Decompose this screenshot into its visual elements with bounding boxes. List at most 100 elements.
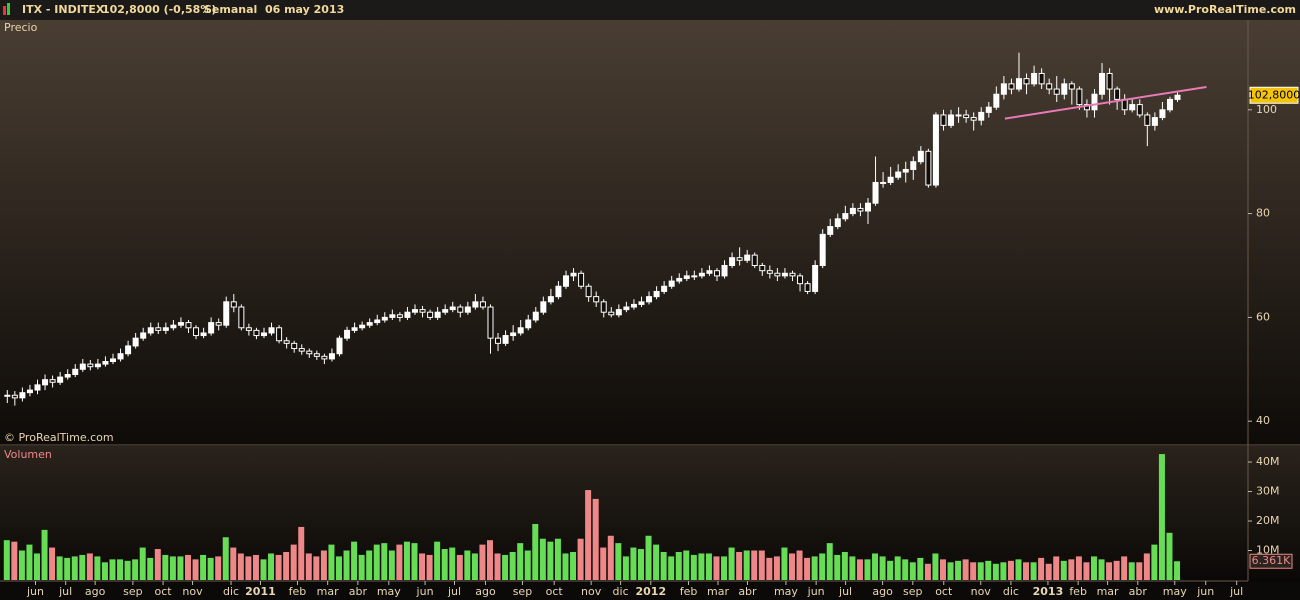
volume-bar [736, 551, 743, 580]
candle-body [185, 322, 192, 329]
candle-body [1038, 72, 1045, 85]
candle-body [495, 337, 502, 344]
candle-body [532, 311, 539, 321]
volume-bar [796, 550, 803, 580]
x-tick-label: jun [416, 585, 434, 598]
x-tick-label: 2013 [1033, 585, 1064, 598]
x-tick-label: ago [85, 585, 106, 598]
volume-bar [668, 556, 675, 580]
volume-bar [200, 554, 207, 580]
volume-bar [479, 544, 486, 580]
y-tick-label: 80 [1256, 207, 1270, 220]
x-tick-label: 2011 [245, 585, 276, 598]
candle-body [593, 296, 600, 303]
volume-bar [471, 553, 478, 580]
candle-body [864, 202, 871, 212]
volume-bar [713, 556, 720, 580]
candle-body [132, 337, 139, 347]
volume-bar [117, 559, 124, 580]
volume-bar [1038, 557, 1045, 580]
x-tick-label: nov [182, 585, 203, 598]
volume-bar [1136, 562, 1143, 580]
volume-bar [1143, 553, 1150, 580]
volume-bar [554, 538, 561, 580]
volume-bar [1121, 556, 1128, 580]
volume-bar [449, 547, 456, 580]
candle-body [721, 264, 728, 277]
volume-bar [773, 556, 780, 580]
candle-body [291, 342, 298, 350]
volume-bar [570, 551, 577, 580]
candle-body [774, 272, 781, 277]
candle-body [389, 314, 396, 318]
candle-body [1129, 104, 1136, 111]
volume-bar [743, 550, 750, 580]
x-tick-label: mar [707, 585, 729, 598]
volume-bar [622, 556, 629, 580]
volume-bar [237, 553, 244, 580]
candle-body [351, 327, 358, 331]
volume-bar [147, 557, 154, 580]
candle-body [585, 285, 592, 298]
volume-bar [970, 562, 977, 580]
volume-bar [788, 553, 795, 580]
volume-bar [79, 554, 86, 580]
candle-body [578, 272, 585, 287]
x-tick-label: feb [1069, 585, 1087, 598]
candle-body [230, 301, 237, 308]
candle-body [925, 150, 932, 186]
volume-bar [660, 551, 667, 580]
candle-body [321, 355, 328, 360]
candle-body [19, 392, 26, 399]
volume-bar [758, 550, 765, 580]
candle-body [49, 379, 56, 383]
volume-bar [1000, 562, 1007, 580]
volume-bar [358, 554, 365, 580]
candle-body [404, 311, 411, 318]
y-tick-label: 20M [1256, 514, 1280, 527]
volume-bar [826, 543, 833, 580]
volume-bar [509, 551, 516, 580]
x-tick-label: jul [838, 585, 852, 598]
volume-bar [434, 541, 441, 580]
volume-bar [192, 559, 199, 580]
volume-bar [547, 541, 554, 580]
volume-bar [1113, 560, 1120, 580]
volume-bar [41, 529, 48, 580]
volume-bar [26, 544, 33, 580]
volume-bar [804, 557, 811, 580]
candle-body [955, 114, 962, 117]
volume-bar [11, 541, 18, 580]
volume-bar [305, 553, 312, 580]
candle-body [834, 218, 841, 228]
candle-body [502, 335, 509, 344]
volume-bar [268, 553, 275, 580]
candle-body [661, 285, 668, 292]
candle-body [1046, 83, 1053, 90]
volume-bar [856, 559, 863, 580]
candle-body [366, 322, 373, 326]
candle-body [487, 306, 494, 339]
y-tick-label: 30M [1256, 485, 1280, 498]
x-tick-label: jun [1196, 585, 1214, 598]
candle-body [336, 337, 343, 355]
volume-bar [1090, 556, 1097, 580]
volume-bar [215, 556, 222, 580]
volume-bar [992, 563, 999, 580]
volume-bar [328, 544, 335, 580]
x-axis-band [0, 582, 1300, 600]
candle-body [268, 327, 275, 334]
candle-body [34, 384, 41, 391]
volume-bar [607, 535, 614, 580]
volume-bar [577, 538, 584, 580]
x-tick-label: feb [680, 585, 698, 598]
candle-body [1000, 83, 1007, 95]
volume-bar [909, 562, 916, 580]
x-tick-label: mar [317, 585, 339, 598]
candle-body [819, 233, 826, 266]
volume-bar [343, 550, 350, 580]
candle-body [1099, 72, 1106, 95]
y-tick-label: 100 [1256, 103, 1277, 116]
y-tick-label: 40 [1256, 414, 1270, 427]
